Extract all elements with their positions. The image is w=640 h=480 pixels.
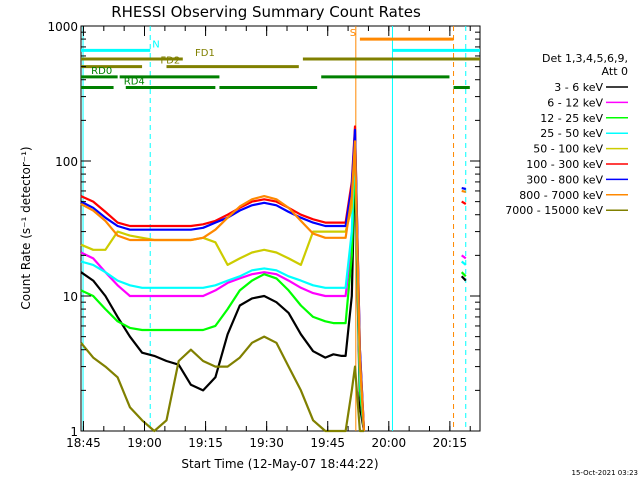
series-line-50-100-kev	[80, 132, 366, 432]
legend-label-6-12-kev: 6 - 12 keV	[547, 96, 603, 109]
orbit-bar-rd0-label: RD0	[91, 66, 112, 77]
series-line-3-6-kev	[80, 159, 366, 432]
generation-timestamp: 15-Oct-2021 03:23	[572, 469, 638, 477]
series-line-100-300-kev	[80, 125, 366, 432]
chart-title: RHESSI Observing Summary Count Rates	[111, 3, 421, 21]
x-tick-label-20-15: 20:15	[433, 436, 468, 450]
state-bar-s-label: S	[350, 28, 356, 39]
series-tail-800-7000-kev	[461, 189, 467, 193]
legend-header-1: Att 0	[602, 65, 628, 78]
x-tick-label-19-00: 19:00	[127, 436, 162, 450]
series-line-12-25-kev	[80, 149, 366, 432]
x-tick-label-19-30: 19:30	[249, 436, 284, 450]
axes: 1 10 100 1000 18:45 19:00 19:15 19:30 19:45 20:00…	[47, 20, 480, 450]
legend-label-3-6-kev: 3 - 6 keV	[554, 81, 603, 94]
legend-label-12-25-kev: 12 - 25 keV	[540, 112, 603, 125]
legend: Det 1,3,4,5,6,9,Att 0 3 - 6 keV 6 - 12 keV…	[505, 52, 628, 217]
legend-label-25-50-kev: 25 - 50 keV	[540, 127, 603, 140]
series-tail-12-25-kev	[460, 271, 467, 278]
y-tick-label-10: 10	[63, 290, 78, 304]
series-line-6-12-kev	[80, 144, 366, 432]
legend-label-7000-15000-kev: 7000 - 15000 keV	[505, 204, 603, 217]
legend-label-100-300-kev: 100 - 300 keV	[526, 158, 603, 171]
status-bars: N S FD1 FD2 RD0 RD4	[81, 28, 480, 90]
x-axis-label: Start Time (12-May-07 18:44:22)	[181, 457, 378, 471]
series-line-300-800-kev	[80, 128, 366, 432]
series-tail-300-800-kev	[461, 187, 467, 191]
orbit-bar-rd4-label: RD4	[124, 77, 145, 88]
orbit-bar-fd1-label: FD1	[195, 48, 215, 59]
x-tick-label-19-45: 19:45	[310, 436, 345, 450]
y-tick-label-1000: 1000	[47, 20, 78, 34]
legend-header-0: Det 1,3,4,5,6,9,	[542, 52, 628, 65]
series-tail-25-50-kev	[460, 260, 467, 266]
state-bar-n-label: N	[152, 39, 159, 50]
plot-frame	[80, 25, 481, 432]
y-tick-label-1: 1	[70, 425, 78, 439]
legend-label-50-100-kev: 50 - 100 keV	[533, 143, 603, 156]
legend-label-800-7000-kev: 800 - 7000 keV	[519, 189, 603, 202]
series-tail-3-6-kev	[460, 275, 467, 282]
y-axis-label: Count Rate (s⁻¹ detector⁻¹)	[19, 146, 33, 309]
x-tick-label-19-15: 19:15	[188, 436, 223, 450]
x-tick-label-18-45: 18:45	[66, 436, 101, 450]
series-tail-100-300-kev	[461, 200, 467, 205]
data-layer	[80, 26, 467, 433]
series-line-7000-15000-kev	[80, 335, 364, 433]
y-tick-label-100: 100	[55, 155, 78, 169]
series-tail-6-12-kev	[461, 254, 467, 260]
legend-label-300-800-kev: 300 - 800 keV	[526, 173, 603, 186]
series-line-25-50-kev	[80, 136, 366, 432]
orbit-bar-fd2-label: FD2	[160, 56, 180, 67]
series-line-800-7000-kev	[80, 140, 366, 432]
plot-area: N S FD1 FD2 RD0 RD4	[80, 25, 481, 433]
x-tick-label-20-00: 20:00	[372, 436, 407, 450]
